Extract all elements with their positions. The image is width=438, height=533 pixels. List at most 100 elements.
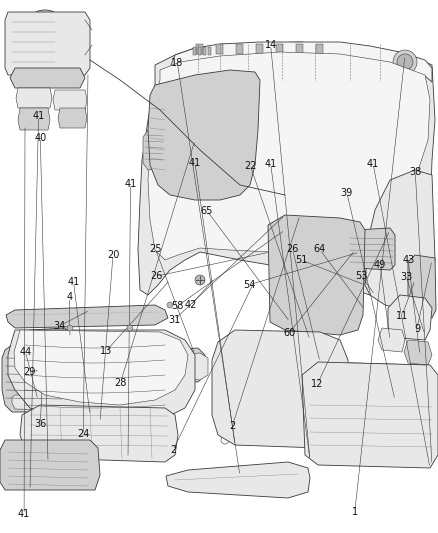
Text: 14: 14 xyxy=(265,41,277,50)
Polygon shape xyxy=(365,170,435,310)
Circle shape xyxy=(195,105,255,165)
Circle shape xyxy=(288,242,308,262)
Polygon shape xyxy=(25,328,70,345)
Text: 20: 20 xyxy=(107,250,119,260)
Polygon shape xyxy=(53,90,87,110)
Text: 12: 12 xyxy=(311,379,324,389)
Bar xyxy=(296,44,303,54)
Polygon shape xyxy=(168,353,208,380)
Text: 34: 34 xyxy=(53,321,65,331)
Circle shape xyxy=(376,408,420,452)
Polygon shape xyxy=(143,128,165,170)
Text: 51: 51 xyxy=(295,255,307,265)
Bar xyxy=(272,222,357,244)
Text: 13: 13 xyxy=(100,346,113,356)
Text: 44: 44 xyxy=(19,347,32,357)
Polygon shape xyxy=(8,330,195,422)
Polygon shape xyxy=(16,88,52,108)
Circle shape xyxy=(127,325,133,331)
Text: 40: 40 xyxy=(34,133,46,142)
Circle shape xyxy=(224,336,232,344)
Polygon shape xyxy=(354,370,435,408)
Text: 41: 41 xyxy=(32,111,45,121)
Polygon shape xyxy=(18,108,50,130)
Circle shape xyxy=(331,339,339,347)
Text: 53: 53 xyxy=(355,271,367,281)
Polygon shape xyxy=(14,330,188,405)
Circle shape xyxy=(23,455,37,469)
Text: 36: 36 xyxy=(34,419,46,429)
Circle shape xyxy=(87,415,93,421)
Circle shape xyxy=(37,442,43,448)
Circle shape xyxy=(336,246,348,258)
Circle shape xyxy=(160,90,180,110)
Text: 64: 64 xyxy=(314,245,326,254)
Polygon shape xyxy=(388,295,432,340)
Bar xyxy=(193,47,196,55)
Polygon shape xyxy=(348,228,395,270)
Circle shape xyxy=(155,105,215,165)
Bar xyxy=(346,278,358,287)
Text: 2: 2 xyxy=(229,422,235,431)
Circle shape xyxy=(159,437,165,443)
Bar xyxy=(236,44,243,54)
Circle shape xyxy=(310,242,330,262)
Circle shape xyxy=(328,438,336,446)
Text: 41: 41 xyxy=(265,159,277,169)
Polygon shape xyxy=(160,348,205,382)
Polygon shape xyxy=(10,68,85,88)
Circle shape xyxy=(333,406,377,450)
Polygon shape xyxy=(166,462,310,498)
Circle shape xyxy=(23,10,67,54)
Text: 33: 33 xyxy=(400,272,413,282)
Circle shape xyxy=(67,325,73,331)
Text: 60: 60 xyxy=(283,328,295,338)
Text: 26: 26 xyxy=(286,245,299,254)
Text: 41: 41 xyxy=(18,510,30,519)
Bar xyxy=(216,44,223,54)
Text: 43: 43 xyxy=(402,255,414,265)
Text: 9: 9 xyxy=(414,324,420,334)
Text: 49: 49 xyxy=(374,261,386,270)
Text: 28: 28 xyxy=(114,378,127,387)
Circle shape xyxy=(167,302,173,308)
Circle shape xyxy=(18,450,42,474)
Text: 31: 31 xyxy=(168,315,180,325)
Circle shape xyxy=(292,246,304,258)
Circle shape xyxy=(152,447,158,453)
Circle shape xyxy=(37,24,53,40)
Polygon shape xyxy=(302,362,438,468)
Polygon shape xyxy=(408,255,436,318)
Bar xyxy=(316,44,323,54)
Polygon shape xyxy=(378,328,405,352)
Text: 26: 26 xyxy=(151,271,163,281)
Polygon shape xyxy=(272,230,358,275)
Circle shape xyxy=(160,160,180,180)
Polygon shape xyxy=(315,362,432,398)
Circle shape xyxy=(221,436,229,444)
Text: 65: 65 xyxy=(201,206,213,215)
Bar xyxy=(312,278,324,287)
Circle shape xyxy=(332,242,352,262)
Text: 54: 54 xyxy=(244,280,256,289)
Circle shape xyxy=(30,17,60,47)
Polygon shape xyxy=(12,395,58,410)
Polygon shape xyxy=(5,12,90,75)
Circle shape xyxy=(230,160,250,180)
Polygon shape xyxy=(148,52,430,260)
Bar xyxy=(208,47,211,55)
Circle shape xyxy=(384,416,412,444)
Text: 18: 18 xyxy=(171,58,184,68)
Bar xyxy=(329,278,341,287)
Polygon shape xyxy=(170,42,432,82)
Text: 58: 58 xyxy=(171,301,184,311)
Bar xyxy=(295,278,307,287)
Text: 24: 24 xyxy=(77,430,89,439)
Polygon shape xyxy=(58,108,87,128)
Text: 11: 11 xyxy=(396,311,408,320)
Polygon shape xyxy=(20,405,178,462)
Bar xyxy=(196,44,203,54)
Circle shape xyxy=(314,246,326,258)
Polygon shape xyxy=(148,70,260,200)
Polygon shape xyxy=(6,305,168,328)
